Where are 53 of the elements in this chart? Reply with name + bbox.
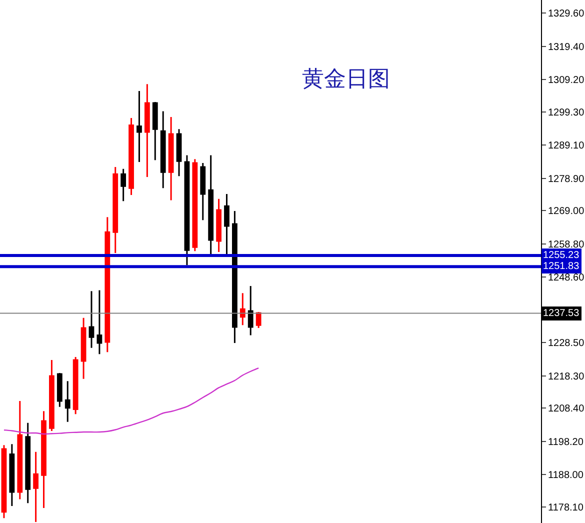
y-tick-label: 1299.30 <box>548 107 585 118</box>
y-tick-label: 1208.40 <box>548 404 585 415</box>
candlestick <box>64 380 70 423</box>
candlestick <box>208 154 214 256</box>
candlestick <box>120 168 126 202</box>
line-series <box>3 368 260 435</box>
candlestick <box>96 289 102 355</box>
candlestick <box>112 166 118 254</box>
candlestick <box>224 193 230 256</box>
candlestick <box>136 90 142 163</box>
candlestick <box>128 117 134 196</box>
candlestick <box>1 444 7 519</box>
candlestick <box>176 128 182 177</box>
ref-line-label: 1251.83 <box>543 261 580 272</box>
candlestick <box>9 443 15 507</box>
candlestick <box>168 116 174 201</box>
y-tick-label: 1228.50 <box>548 338 585 350</box>
candlestick <box>56 372 62 408</box>
y-tick-label: 1278.90 <box>548 174 585 185</box>
candlestick <box>33 451 38 523</box>
candlestick <box>160 110 166 189</box>
ref-line-label: 1255.23 <box>543 250 580 261</box>
y-tick-label: 1289.10 <box>548 140 585 152</box>
candlestick <box>49 359 54 432</box>
candlestick <box>80 317 86 380</box>
y-tick-label: 1269.00 <box>548 206 585 218</box>
y-tick-label: 1329.60 <box>548 8 585 20</box>
candlestick <box>240 292 246 326</box>
candlestick <box>152 101 158 161</box>
y-tick-label: 1309.20 <box>548 75 585 86</box>
text: 黄金日图 <box>302 67 390 92</box>
y-tick-label: 1258.80 <box>548 239 585 250</box>
ref-line-label: 1237.53 <box>543 308 580 319</box>
candlestick <box>88 290 94 349</box>
y-tick-label: 1188.00 <box>548 470 584 482</box>
candlestick <box>104 216 110 353</box>
candlestick <box>25 422 31 504</box>
y-tick-label: 1319.40 <box>548 42 585 53</box>
y-tick-label: 1198.20 <box>548 436 584 448</box>
y-tick-label: 1218.30 <box>548 371 585 382</box>
candlestick <box>248 285 254 336</box>
candlestick <box>17 400 23 500</box>
candlestick <box>72 356 78 415</box>
candlestick <box>256 311 262 329</box>
y-tick-label: 1178.10 <box>548 502 584 514</box>
candlestick <box>184 154 190 266</box>
candlestick <box>41 410 46 509</box>
y-tick-label: 1248.60 <box>548 272 585 284</box>
candlestick <box>192 158 198 252</box>
candlestick <box>232 210 238 344</box>
candlestick <box>144 83 150 178</box>
candlestick <box>200 162 206 221</box>
candlestick <box>216 198 222 253</box>
